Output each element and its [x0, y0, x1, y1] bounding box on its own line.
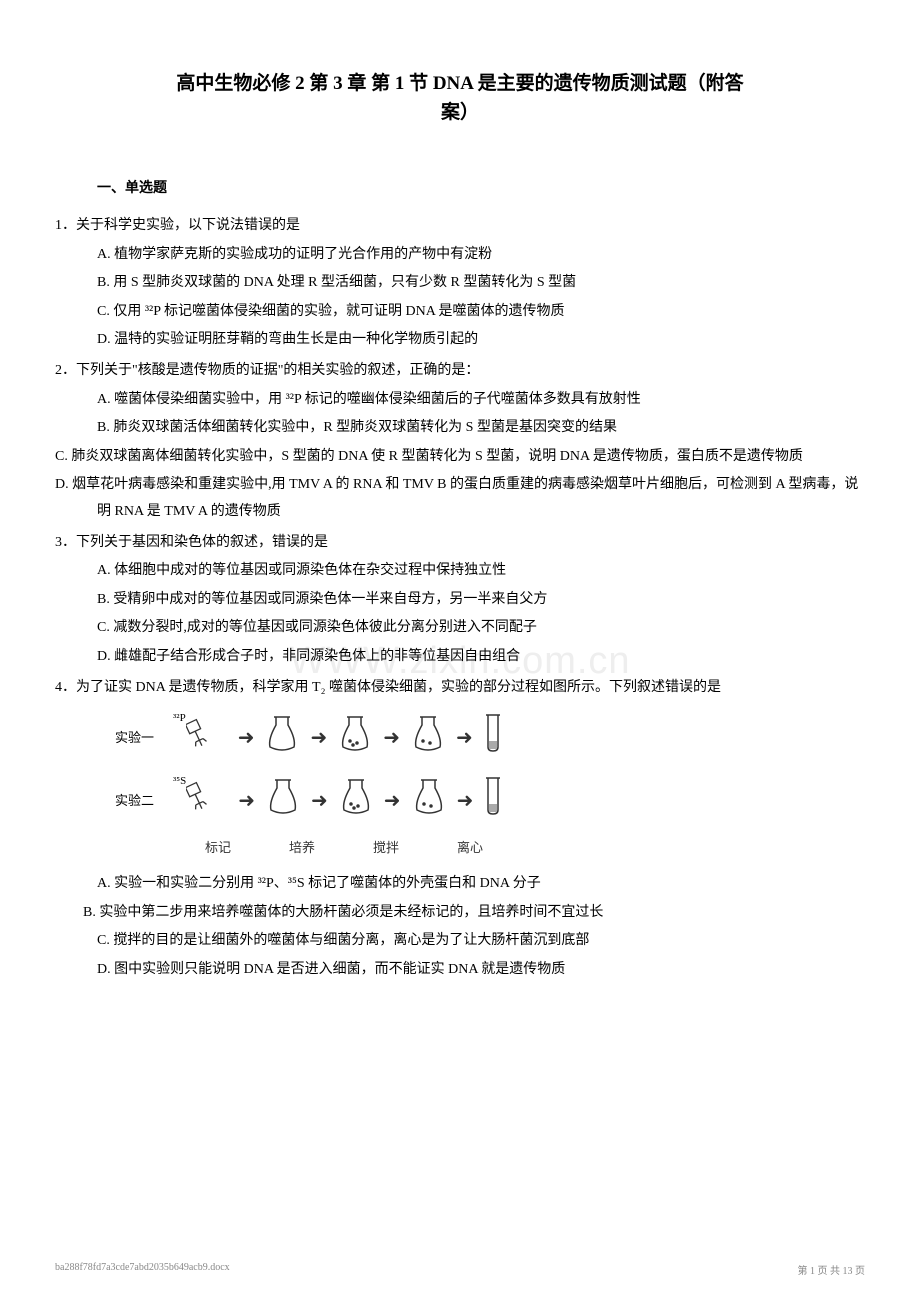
step-label: 标记	[205, 836, 231, 861]
question-3: 3．下列关于基因和染色体的叙述，错误的是 A. 体细胞中成对的等位基因或同源染色…	[55, 530, 865, 671]
arrow-icon: ➜	[383, 719, 400, 757]
arrow-icon: ➜	[238, 719, 255, 757]
flask-icon	[335, 711, 375, 766]
isotope-label-2: ³⁵S	[173, 771, 186, 792]
arrow-icon: ➜	[310, 719, 327, 757]
section-heading: 一、单选题	[97, 177, 865, 197]
flask-icon	[262, 711, 302, 766]
option-c: C. 肺炎双球菌离体细菌转化实验中，S 型菌的 DNA 使 R 型菌转化为 S …	[97, 444, 865, 471]
diagram-row-1: 实验一 ³²P ➜ ➜ ➜ ➜	[115, 711, 865, 766]
option-b: B. 肺炎双球菌活体细菌转化实验中，R 型肺炎双球菌转化为 S 型菌是基因突变的…	[97, 415, 865, 442]
option-b: B. 受精卵中成对的等位基因或同源染色体一半来自母方，另一半来自父方	[97, 587, 865, 614]
diagram-step-labels: 标记 培养 搅拌 离心	[205, 836, 865, 861]
arrow-icon: ➜	[456, 719, 473, 757]
question-2: 2．下列关于"核酸是遗传物质的证据"的相关实验的叙述，正确的是： A. 噬菌体侵…	[55, 358, 865, 526]
document-content: 高中生物必修 2 第 3 章 第 1 节 DNA 是主要的遗传物质测试题（附答 …	[55, 70, 865, 983]
question-stem: 4．为了证实 DNA 是遗传物质，科学家用 T₂ 噬菌体侵染细菌，实验的部分过程…	[55, 675, 865, 702]
step-label: 培养	[289, 836, 315, 861]
arrow-icon: ➜	[311, 782, 328, 820]
option-c: C. 仅用 ³²P 标记噬菌体侵染细菌的实验，就可证明 DNA 是噬菌体的遗传物…	[97, 299, 865, 326]
isotope-label-1: ³²P	[173, 708, 186, 729]
tube-icon	[481, 774, 505, 829]
question-stem: 1．关于科学史实验，以下说法错误的是	[55, 213, 865, 240]
row-label-2: 实验二	[115, 789, 165, 814]
page-title: 高中生物必修 2 第 3 章 第 1 节 DNA 是主要的遗传物质测试题（附答 …	[55, 70, 865, 127]
experiment-diagram: 实验一 ³²P ➜ ➜ ➜ ➜	[115, 711, 865, 861]
question-4: 4．为了证实 DNA 是遗传物质，科学家用 T₂ 噬菌体侵染细菌，实验的部分过程…	[55, 675, 865, 984]
option-b: B. 实验中第二步用来培养噬菌体的大肠杆菌必须是未经标记的，且培养时间不宜过长	[83, 900, 865, 927]
option-b: B. 用 S 型肺炎双球菌的 DNA 处理 R 型活细菌，只有少数 R 型菌转化…	[97, 270, 865, 297]
option-a: A. 噬菌体侵染细菌实验中，用 ³²P 标记的噬幽体侵染细菌后的子代噬菌体多数具…	[97, 387, 865, 414]
flask-icon	[408, 711, 448, 766]
footer-page-number: 第 1 页 共 13 页	[798, 1262, 866, 1277]
phage-icon	[186, 778, 230, 825]
page-footer: ba288f78fd7a3cde7abd2035b649acb9.docx 第 …	[55, 1262, 865, 1277]
arrow-icon: ➜	[384, 782, 401, 820]
title-line-1: 高中生物必修 2 第 3 章 第 1 节 DNA 是主要的遗传物质测试题（附答	[55, 70, 865, 99]
question-1: 1．关于科学史实验，以下说法错误的是 A. 植物学家萨克斯的实验成功的证明了光合…	[55, 213, 865, 354]
option-a: A. 体细胞中成对的等位基因或同源染色体在杂交过程中保持独立性	[97, 558, 865, 585]
question-stem: 2．下列关于"核酸是遗传物质的证据"的相关实验的叙述，正确的是：	[55, 358, 865, 385]
step-label: 离心	[457, 836, 483, 861]
flask-icon	[336, 774, 376, 829]
title-line-2: 案）	[55, 99, 865, 128]
footer-filename: ba288f78fd7a3cde7abd2035b649acb9.docx	[55, 1262, 230, 1277]
option-d: D. 温特的实验证明胚芽鞘的弯曲生长是由一种化学物质引起的	[97, 327, 865, 354]
question-stem: 3．下列关于基因和染色体的叙述，错误的是	[55, 530, 865, 557]
row-label-1: 实验一	[115, 726, 165, 751]
arrow-icon: ➜	[238, 782, 255, 820]
flask-icon	[409, 774, 449, 829]
flask-icon	[263, 774, 303, 829]
diagram-row-2: 实验二 ³⁵S ➜ ➜ ➜ ➜	[115, 774, 865, 829]
option-c: C. 减数分裂时,成对的等位基因或同源染色体彼此分离分别进入不同配子	[97, 615, 865, 642]
option-a: A. 植物学家萨克斯的实验成功的证明了光合作用的产物中有淀粉	[97, 242, 865, 269]
option-c: C. 搅拌的目的是让细菌外的噬菌体与细菌分离，离心是为了让大肠杆菌沉到底部	[97, 928, 865, 955]
option-d: D. 烟草花叶病毒感染和重建实验中,用 TMV A 的 RNA 和 TMV B …	[97, 472, 865, 525]
step-label: 搅拌	[373, 836, 399, 861]
option-a: A. 实验一和实验二分别用 ³²P、³⁵S 标记了噬菌体的外壳蛋白和 DNA 分…	[97, 871, 865, 898]
tube-icon	[481, 711, 505, 766]
phage-icon	[186, 715, 230, 762]
option-d: D. 图中实验则只能说明 DNA 是否进入细菌，而不能证实 DNA 就是遗传物质	[97, 957, 865, 984]
option-d: D. 雌雄配子结合形成合子时，非同源染色体上的非等位基因自由组合	[97, 644, 865, 671]
arrow-icon: ➜	[457, 782, 474, 820]
